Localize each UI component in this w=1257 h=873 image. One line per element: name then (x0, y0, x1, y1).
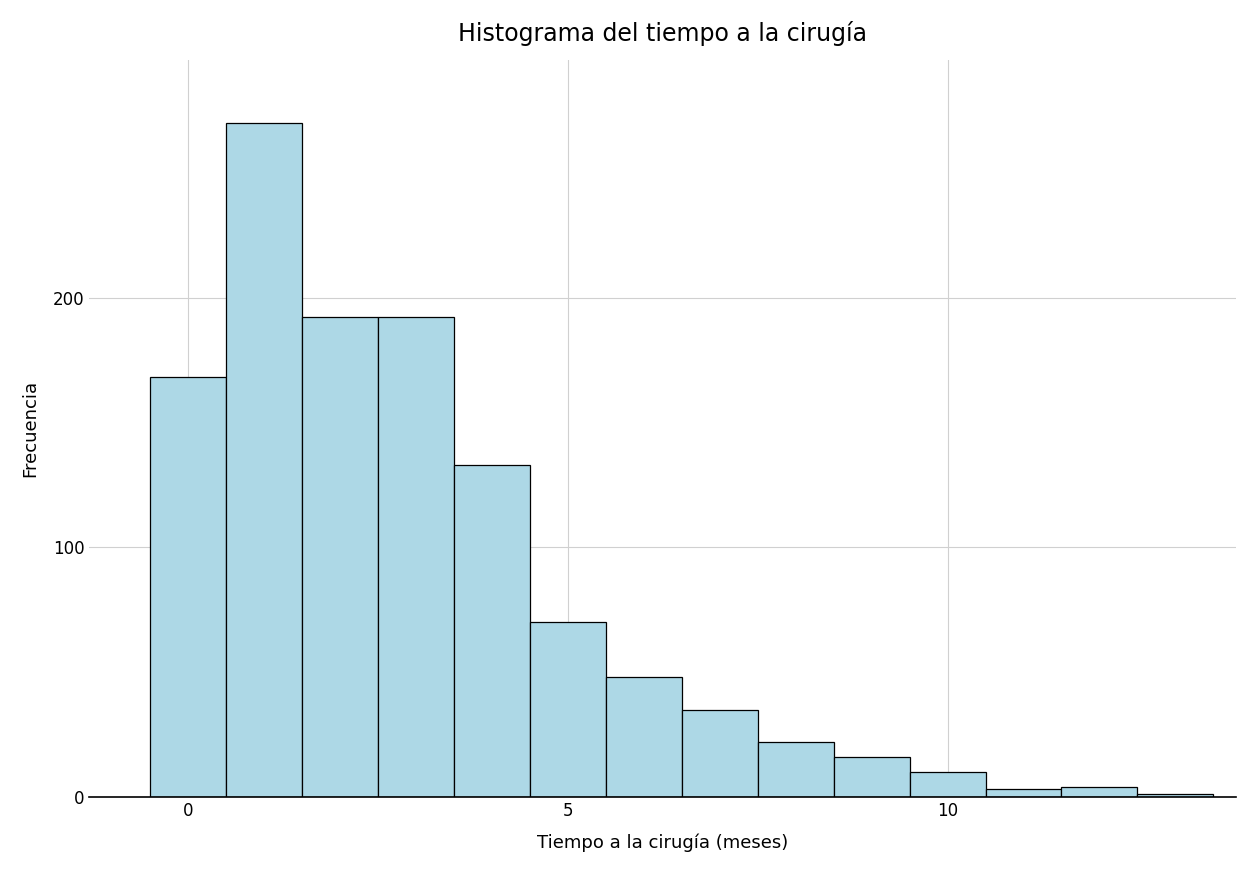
Bar (910, 772, 985, 797)
Bar (1138, 794, 1213, 797)
Bar (758, 742, 833, 797)
Title: Histograma del tiempo a la cirugía: Histograma del tiempo a la cirugía (459, 21, 867, 46)
Y-axis label: Frecuencia: Frecuencia (21, 380, 39, 478)
Bar (1061, 787, 1138, 797)
Bar (681, 710, 758, 797)
Bar (378, 318, 454, 797)
Bar (985, 789, 1061, 797)
Bar (606, 677, 681, 797)
Bar (454, 464, 529, 797)
X-axis label: Tiempo a la cirugía (meses): Tiempo a la cirugía (meses) (537, 834, 788, 852)
Bar (226, 123, 302, 797)
Bar (529, 622, 606, 797)
Bar (150, 377, 226, 797)
Bar (833, 757, 910, 797)
Bar (302, 318, 378, 797)
